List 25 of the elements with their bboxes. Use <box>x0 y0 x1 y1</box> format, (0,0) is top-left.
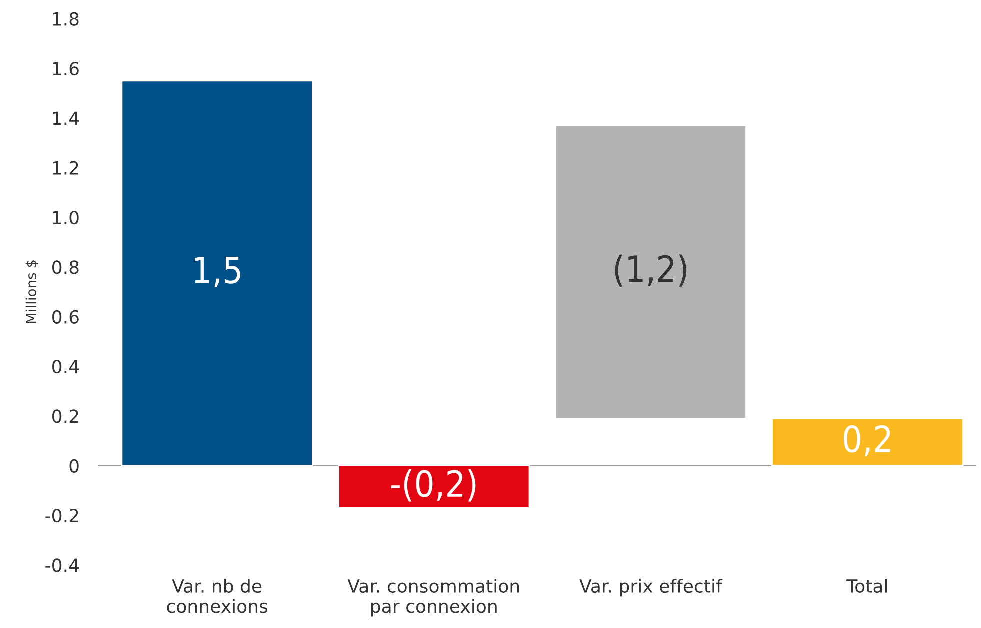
y-tick-label: 1.6 <box>53 62 79 76</box>
y-tick-label: 0 <box>70 459 79 473</box>
data-label: 0,2 <box>844 425 890 456</box>
y-tick-label: 1.8 <box>53 12 79 26</box>
data-label: 1,5 <box>195 257 240 288</box>
y-tick-label: 1.0 <box>53 210 79 225</box>
bar <box>121 80 314 467</box>
x-tick-label: Var. prix effectif <box>580 579 723 597</box>
y-axis-title: Millions $ <box>26 260 38 324</box>
x-tick-label: Total <box>846 579 888 594</box>
bar <box>772 418 964 467</box>
y-tick-label: 1.4 <box>53 112 80 126</box>
data-label: (1,2) <box>615 254 687 287</box>
y-tick-label: 1.2 <box>53 161 78 175</box>
y-tick-label: -0.4 <box>46 558 80 572</box>
x-tick-label: Var. consommation par connexion <box>348 579 520 617</box>
data-label: -(0,2) <box>391 470 476 502</box>
y-tick-label: -0.2 <box>46 508 78 523</box>
y-tick-label: 0.6 <box>52 310 79 324</box>
y-tick-label: 0.8 <box>52 260 79 274</box>
bar <box>554 124 747 420</box>
y-tick-label: 0.4 <box>52 360 80 374</box>
y-tick-label: 0.2 <box>52 410 78 424</box>
bar <box>338 465 530 509</box>
x-tick-label: Var. nb de connexions <box>167 579 268 614</box>
